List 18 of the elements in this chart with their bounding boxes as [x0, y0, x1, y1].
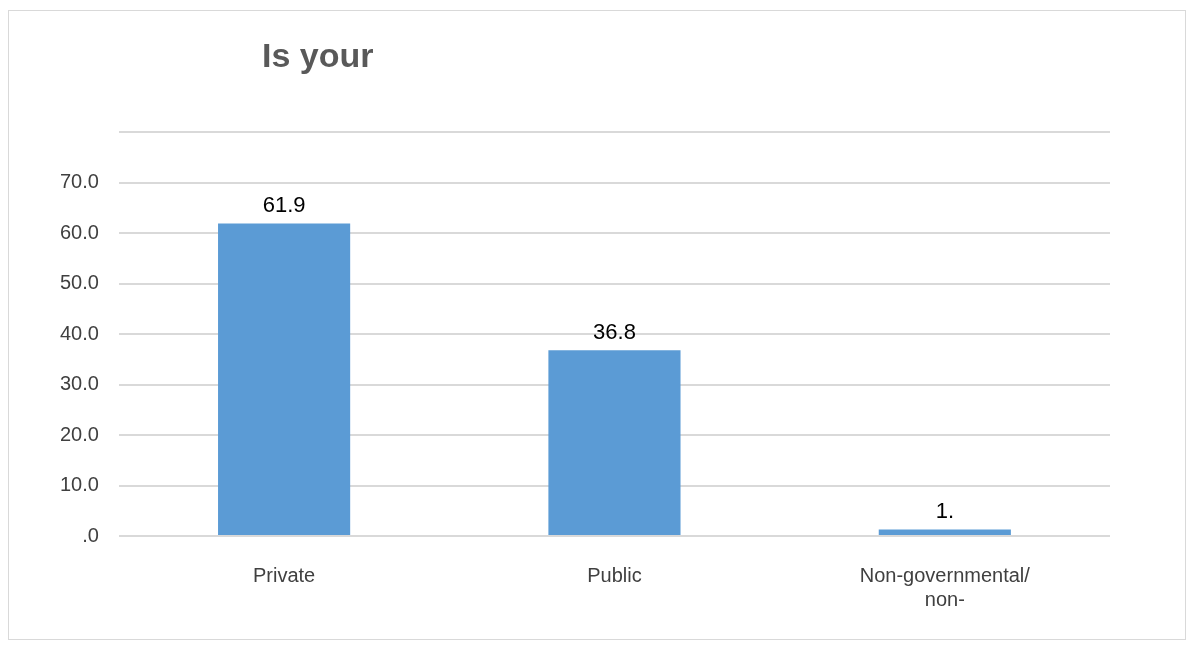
y-tick-label: 30.0: [59, 372, 99, 395]
data-label: 61.9: [262, 192, 306, 218]
x-tick-label: Private: [252, 563, 316, 586]
y-tick-label: 20.0: [59, 422, 99, 445]
y-tick-label: .0: [82, 523, 99, 546]
y-tick-label: 70.0: [59, 170, 99, 193]
data-label: 1.: [935, 498, 954, 524]
x-tick-label: Public: [587, 563, 642, 586]
bar: [878, 529, 1011, 535]
data-label: 36.8: [593, 319, 636, 345]
y-tick-label: 50.0: [59, 271, 99, 294]
y-tick-label: 60.0: [59, 220, 99, 243]
y-tick-label: 10.0: [59, 473, 99, 496]
bar: [548, 350, 681, 535]
x-tick-label: Non-governmental/ non-: [859, 563, 1031, 610]
bar: [218, 223, 351, 535]
chart-title: Is your: [262, 36, 374, 75]
y-tick-label: 40.0: [59, 321, 99, 344]
